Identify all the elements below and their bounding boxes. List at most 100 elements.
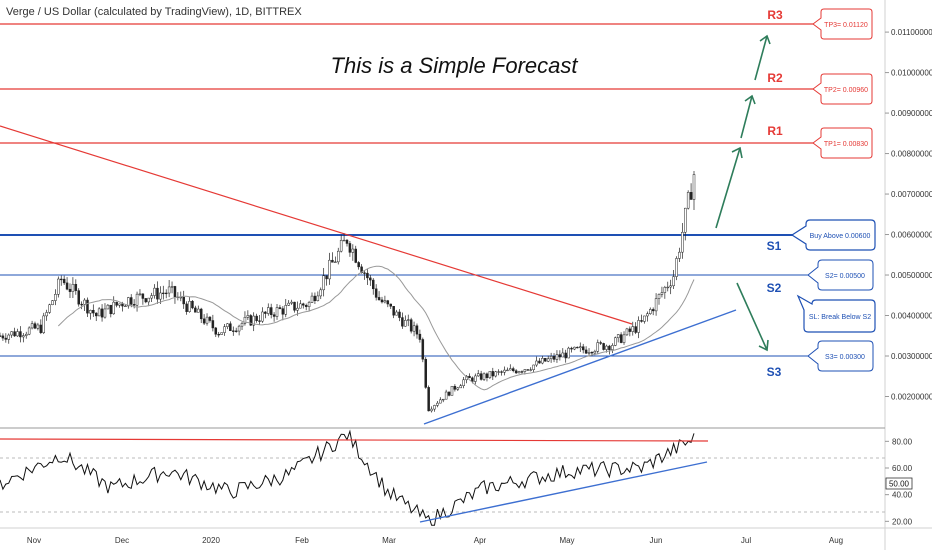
- candle-body: [57, 278, 60, 295]
- rsi-tick-label: 40.00: [892, 491, 913, 500]
- candle-body: [322, 275, 325, 291]
- tag-tp1-text: TP1= 0.00830: [824, 141, 868, 148]
- candle-body: [456, 387, 460, 390]
- candle-body: [491, 371, 495, 377]
- candle-body: [471, 377, 474, 382]
- candle-body: [1, 335, 5, 339]
- rsi-tick-label: 60.00: [892, 464, 913, 473]
- candle-body: [675, 258, 678, 277]
- candle-body: [646, 313, 649, 317]
- candle-body: [596, 342, 600, 352]
- price-tick-label: 0.00400000: [891, 312, 932, 321]
- candle-body: [144, 298, 148, 303]
- candle-body: [511, 368, 515, 371]
- tag-tp2: TP2= 0.00960: [812, 73, 873, 105]
- candle-body: [357, 262, 360, 268]
- candle-body: [24, 333, 28, 336]
- candle-body: [129, 297, 133, 305]
- candle-body: [48, 304, 51, 313]
- arrow-up-3: [754, 35, 768, 81]
- candle-body: [564, 352, 567, 359]
- candle-body: [42, 315, 45, 333]
- candle-body: [552, 356, 556, 360]
- candle-body: [576, 346, 579, 349]
- candle-body: [147, 297, 150, 303]
- candle-body: [197, 308, 200, 313]
- candle-body: [334, 261, 337, 263]
- candle-body: [313, 295, 317, 302]
- candle-body: [366, 272, 369, 279]
- candle-body: [252, 315, 255, 326]
- candle-body: [392, 306, 395, 316]
- candle-body: [418, 333, 422, 340]
- candle-body: [611, 345, 614, 350]
- candle-body: [7, 334, 10, 340]
- candle-body: [182, 296, 185, 305]
- candle-body: [628, 328, 632, 332]
- candle-body: [587, 352, 591, 354]
- candle-body: [345, 239, 349, 244]
- candle-body: [555, 354, 559, 360]
- candle-body: [412, 325, 416, 332]
- price-tick-label: 0.01100000: [891, 28, 932, 37]
- candle-body: [409, 319, 413, 332]
- candle-body: [386, 300, 390, 305]
- candle-body: [439, 399, 442, 404]
- candle-body: [19, 331, 22, 338]
- time-tick-label: Jun: [650, 536, 663, 545]
- candle-body: [153, 287, 156, 296]
- candle-body: [83, 299, 86, 305]
- candle-body: [468, 375, 471, 379]
- candle-body: [684, 207, 687, 233]
- candle-body: [106, 304, 110, 310]
- candle-body: [13, 331, 16, 337]
- candle-body: [389, 303, 392, 307]
- candle-body: [351, 248, 355, 253]
- moving-average-line: [57, 265, 695, 391]
- candle-body: [100, 308, 104, 318]
- candle-body: [686, 192, 690, 209]
- candle-body: [657, 294, 661, 299]
- candle-body: [485, 373, 489, 378]
- candle-body: [579, 346, 582, 349]
- candle-body: [229, 323, 232, 332]
- time-tick-label: Nov: [27, 536, 41, 545]
- candle-body: [77, 290, 80, 305]
- arrowhead-down: [758, 339, 769, 352]
- candle-body: [132, 304, 136, 306]
- candle-body: [640, 320, 643, 322]
- candle-body: [363, 272, 366, 274]
- candle-body: [287, 302, 290, 306]
- candle-body: [424, 358, 427, 388]
- candle-body: [51, 300, 54, 306]
- candle-body: [678, 251, 681, 259]
- candle-body: [278, 307, 282, 309]
- candle-body: [689, 192, 693, 200]
- price-tick-label: 0.00900000: [891, 109, 932, 118]
- tag-tp2-text: TP2= 0.00960: [824, 87, 868, 94]
- time-tick-label: 2020: [202, 536, 220, 545]
- candle-body: [217, 333, 220, 336]
- candle-body: [581, 346, 585, 351]
- candle-body: [89, 309, 92, 314]
- candle-body: [421, 339, 425, 360]
- candle-body: [275, 307, 279, 317]
- candle-body: [453, 385, 457, 390]
- candle-body: [226, 323, 229, 327]
- candle-body: [593, 351, 597, 354]
- candle-body: [302, 303, 305, 306]
- candle-body: [22, 335, 25, 338]
- rsi-tick-label: 80.00: [892, 437, 913, 446]
- candle-body: [544, 358, 547, 362]
- candle-body: [526, 369, 530, 371]
- tag-s3: S3= 0.00300: [807, 340, 874, 372]
- candle-body: [377, 297, 381, 301]
- candle-body: [249, 315, 253, 326]
- candle-body: [614, 337, 617, 346]
- candle-body: [634, 326, 637, 333]
- tag-s2-text: S2= 0.00500: [825, 273, 865, 280]
- rsi-current-label: 50.00: [889, 480, 910, 489]
- level-label-r2: R2: [767, 71, 783, 85]
- time-tick-label: Mar: [382, 536, 396, 545]
- candle-body: [523, 369, 527, 372]
